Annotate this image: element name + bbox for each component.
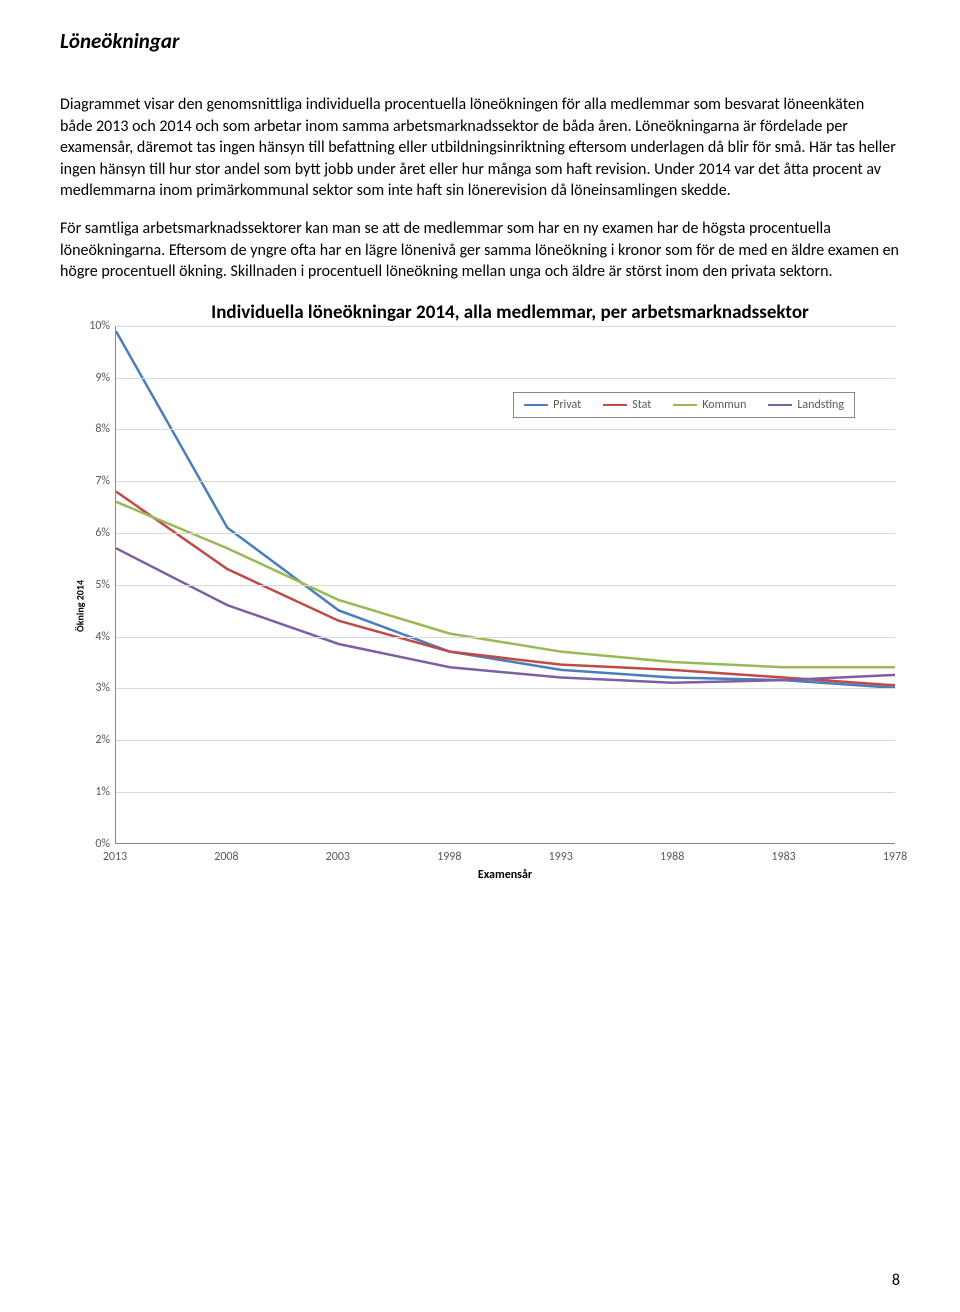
gridline-h: [116, 533, 895, 534]
gridline-h: [116, 429, 895, 430]
chart-area: Ökning 2014 PrivatStatKommunLandsting Ex…: [60, 326, 900, 886]
section-heading: Löneökningar: [60, 28, 900, 54]
y-tick-label: 6%: [70, 526, 110, 540]
x-tick-label: 1993: [549, 850, 573, 864]
legend-swatch: [673, 404, 697, 407]
y-tick-label: 0%: [70, 837, 110, 851]
gridline-h: [116, 637, 895, 638]
y-tick-label: 4%: [70, 630, 110, 644]
x-tick-label: 2013: [103, 850, 127, 864]
y-tick-label: 1%: [70, 785, 110, 799]
x-tick-label: 1983: [771, 850, 795, 864]
legend-swatch: [603, 404, 627, 407]
chart-container: Individuella löneökningar 2014, alla med…: [60, 301, 900, 886]
y-tick-label: 8%: [70, 422, 110, 436]
legend-item-privat: Privat: [524, 398, 581, 412]
x-tick-label: 1978: [883, 850, 907, 864]
y-tick-label: 3%: [70, 681, 110, 695]
legend-label: Stat: [632, 398, 651, 412]
x-tick-label: 1998: [437, 850, 461, 864]
legend: Privat Stat Kommun Landsting: [513, 392, 855, 418]
legend-label: Privat: [553, 398, 581, 412]
x-axis-label: Examensår: [478, 868, 532, 882]
gridline-h: [116, 326, 895, 327]
series-line-privat: [116, 331, 895, 688]
x-tick-label: 2008: [214, 850, 238, 864]
gridline-h: [116, 378, 895, 379]
x-tick-label: 2003: [326, 850, 350, 864]
y-tick-label: 5%: [70, 578, 110, 592]
y-tick-label: 7%: [70, 474, 110, 488]
gridline-h: [116, 585, 895, 586]
y-tick-label: 2%: [70, 733, 110, 747]
legend-item-landsting: Landsting: [768, 398, 844, 412]
legend-swatch: [524, 404, 548, 407]
paragraph-2: För samtliga arbetsmarknadssektorer kan …: [60, 218, 900, 283]
series-line-landsting: [116, 548, 895, 682]
plot-region: Privat Stat Kommun Landsting: [115, 326, 895, 844]
gridline-h: [116, 740, 895, 741]
chart-title: Individuella löneökningar 2014, alla med…: [60, 301, 900, 324]
gridline-h: [116, 481, 895, 482]
legend-label: Landsting: [797, 398, 844, 412]
paragraph-1: Diagrammet visar den genomsnittliga indi…: [60, 94, 900, 202]
legend-item-stat: Stat: [603, 398, 651, 412]
gridline-h: [116, 792, 895, 793]
gridline-h: [116, 688, 895, 689]
legend-label: Kommun: [702, 398, 746, 412]
y-tick-label: 9%: [70, 371, 110, 385]
legend-swatch: [768, 404, 792, 407]
legend-item-kommun: Kommun: [673, 398, 746, 412]
x-tick-label: 1988: [660, 850, 684, 864]
series-line-stat: [116, 491, 895, 685]
y-tick-label: 10%: [70, 319, 110, 333]
page-number: 8: [892, 1271, 900, 1290]
